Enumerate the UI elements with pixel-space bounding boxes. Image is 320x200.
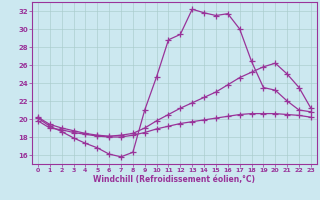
X-axis label: Windchill (Refroidissement éolien,°C): Windchill (Refroidissement éolien,°C): [93, 175, 255, 184]
